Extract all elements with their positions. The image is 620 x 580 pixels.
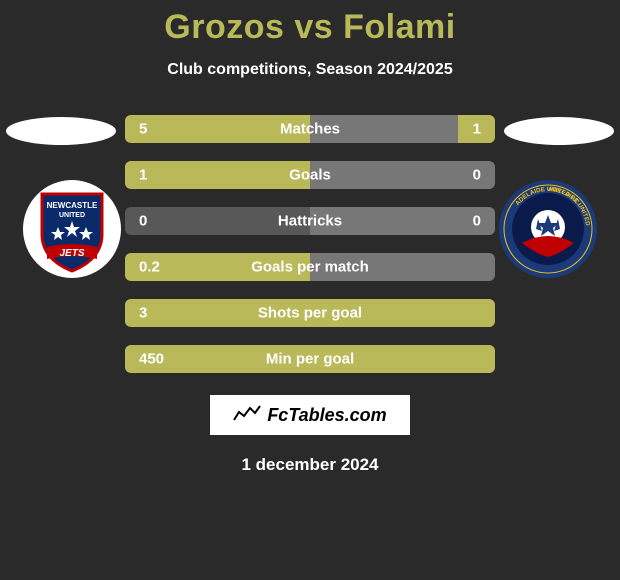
watermark: FcTables.com [210, 395, 410, 435]
stat-left-value: 3 [139, 305, 147, 322]
stat-label: Goals per match [251, 259, 369, 276]
svg-text:UNITED: UNITED [59, 212, 85, 219]
watermark-chart-icon [233, 404, 261, 427]
stat-left-value: 1 [139, 167, 147, 184]
date-label: 1 december 2024 [0, 455, 620, 475]
stat-label: Hattricks [278, 213, 342, 230]
left-player-ellipse [6, 117, 116, 145]
bar-fill-left [125, 161, 310, 189]
comparison-panel: NEWCASTLE UNITED JETS ADELAIDE UNITED F.… [0, 115, 620, 373]
right-club-logo: ADELAIDE UNITED F.C. ADELAIDE UNITED F.C… [498, 179, 598, 279]
stat-label: Shots per goal [258, 305, 362, 322]
stat-bars: 5 Matches 1 1 Goals 0 0 Hattricks 0 0.2 Goals per … [125, 115, 495, 373]
stat-row: 0 Hattricks 0 [125, 207, 495, 235]
stat-right-value: 0 [473, 213, 481, 230]
stat-row: 450 Min per goal [125, 345, 495, 373]
stat-label: Goals [289, 167, 331, 184]
left-club-logo: NEWCASTLE UNITED JETS [22, 179, 122, 279]
stat-left-value: 0.2 [139, 259, 160, 276]
stat-left-value: 5 [139, 121, 147, 138]
svg-text:NEWCASTLE: NEWCASTLE [47, 201, 98, 210]
stat-right-value: 0 [473, 167, 481, 184]
stat-left-value: 0 [139, 213, 147, 230]
page-title: Grozos vs Folami [0, 0, 620, 47]
stat-row: 0.2 Goals per match [125, 253, 495, 281]
subtitle: Club competitions, Season 2024/2025 [0, 61, 620, 79]
stat-right-value: 1 [473, 121, 481, 138]
stat-label: Min per goal [266, 351, 354, 368]
watermark-text: FcTables.com [267, 405, 386, 426]
svg-text:JETS: JETS [59, 248, 84, 259]
stat-row: 5 Matches 1 [125, 115, 495, 143]
bar-neutral-right [310, 161, 495, 189]
stat-left-value: 450 [139, 351, 164, 368]
stat-row: 1 Goals 0 [125, 161, 495, 189]
stat-row: 3 Shots per goal [125, 299, 495, 327]
stat-label: Matches [280, 121, 340, 138]
right-player-ellipse [504, 117, 614, 145]
